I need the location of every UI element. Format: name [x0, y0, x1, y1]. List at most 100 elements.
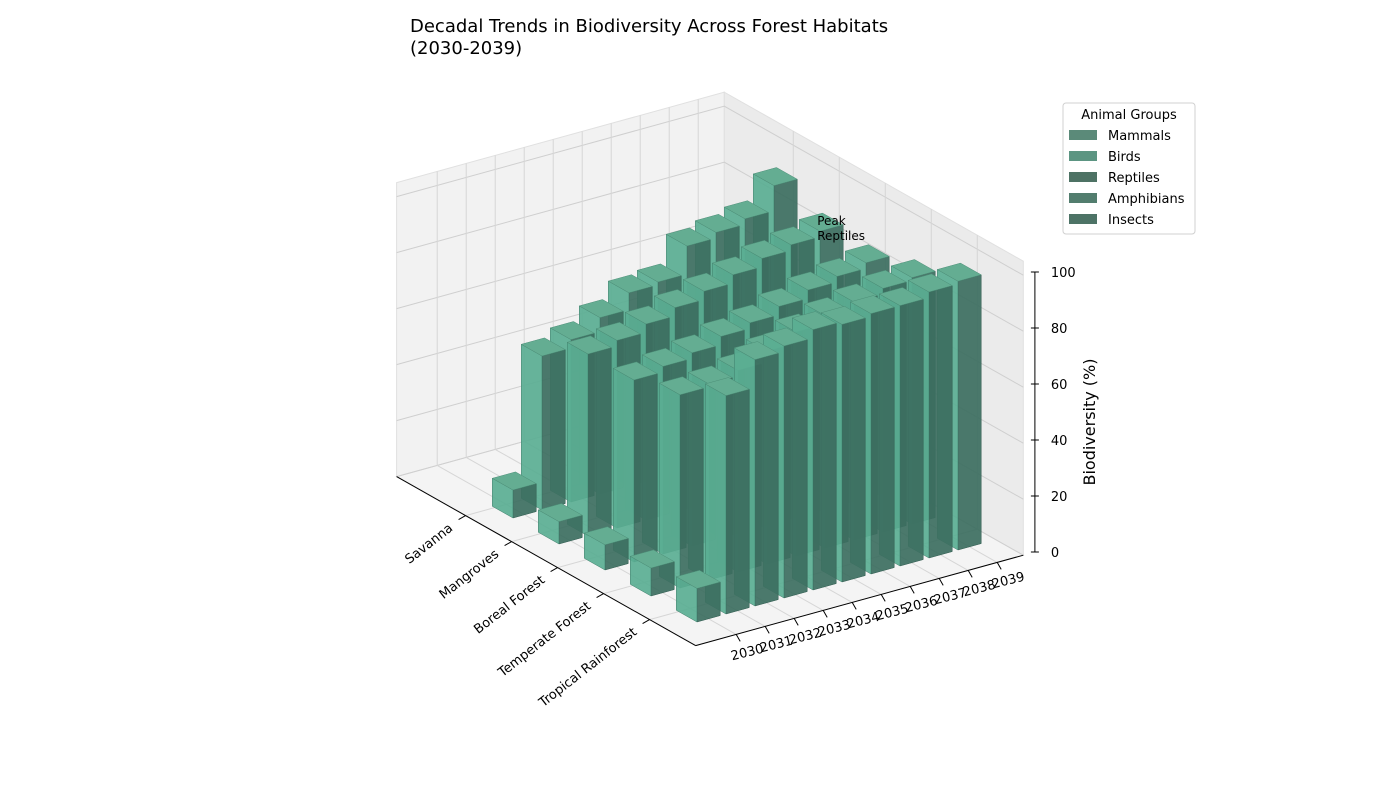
- bar-front-face: [541, 349, 566, 511]
- bar-top-face: [728, 304, 774, 324]
- bar-savanna-2031: [520, 337, 566, 511]
- bar-top-face: [491, 471, 537, 491]
- bar-front-face: [754, 352, 779, 607]
- bar-top-face: [566, 335, 612, 355]
- bar-top-face: [740, 240, 786, 259]
- bar-top-face: [936, 262, 982, 282]
- bar-top-face: [578, 299, 624, 318]
- year-tick: [764, 626, 770, 634]
- bar-front-face: [928, 285, 953, 559]
- bar-top-face: [607, 274, 653, 294]
- bar-top-face: [612, 361, 658, 381]
- habitat-tick-label: Boreal Forest: [471, 573, 548, 637]
- bar-top-face: [641, 348, 687, 367]
- bar-top-face: [520, 337, 566, 357]
- bar-front-face: [633, 373, 658, 563]
- z-tick-label: 100: [1051, 266, 1076, 281]
- year-tick: [996, 562, 1002, 570]
- bar-top-face: [820, 306, 866, 325]
- bar-top-face: [711, 256, 757, 276]
- bar-top-face: [798, 212, 844, 232]
- bar-top-face: [549, 321, 595, 340]
- bar-top-face: [762, 327, 808, 347]
- z-tick-label: 60: [1051, 378, 1068, 393]
- bar-top-face: [861, 270, 907, 289]
- bar-front-face: [870, 306, 895, 575]
- legend-swatch: [1069, 214, 1097, 224]
- z-tick-label: 0: [1051, 546, 1059, 561]
- year-tick: [793, 618, 799, 626]
- annotation-peak-reptiles: Peak Reptiles: [817, 214, 865, 243]
- z-tick-label: 20: [1051, 490, 1068, 505]
- legend-entry-birds: Birds: [1108, 150, 1141, 165]
- year-tick: [851, 602, 857, 610]
- bar-side-face: [567, 341, 589, 537]
- bar-front-face: [812, 322, 837, 591]
- z-tick-label: 40: [1051, 434, 1068, 449]
- legend-swatch: [1069, 130, 1097, 140]
- legend-swatch: [1069, 193, 1097, 203]
- chart-legend: Animal Groups Mammals Birds Reptiles Amphibi…: [1062, 102, 1196, 235]
- bar-top-face: [786, 271, 832, 291]
- year-tick: [822, 610, 828, 618]
- bar-top-face: [682, 272, 728, 292]
- bar-temperate-forest-2030: [629, 549, 675, 597]
- bar-top-face: [733, 341, 779, 360]
- bar-top-face: [791, 311, 837, 330]
- bar-top-face: [694, 214, 740, 233]
- bar-top-face: [653, 289, 699, 308]
- bar-savanna-2030: [491, 471, 537, 519]
- bar-top-face: [815, 258, 861, 277]
- bar-boreal-forest-2030: [583, 526, 629, 571]
- z-gridline: [396, 105, 1024, 276]
- bar-top-face: [769, 226, 815, 246]
- legend-entry-amphibians: Amphibians: [1108, 192, 1185, 207]
- bar-top-face: [844, 244, 890, 264]
- bar-mangroves-2030: [537, 503, 583, 545]
- bar-boreal-forest-2031: [612, 361, 658, 563]
- bar-front-face: [957, 274, 982, 551]
- chart-title-text: Decadal Trends in Biodiversity Across Fo…: [410, 16, 888, 59]
- bar-top-face: [665, 227, 711, 247]
- bar-front-face: [679, 388, 704, 589]
- bar-top-face: [699, 318, 745, 337]
- bar-top-face: [636, 263, 682, 283]
- habitat-tick-label: Mangroves: [437, 547, 502, 603]
- chart-bars: [491, 167, 982, 623]
- bar-top-face: [675, 570, 721, 589]
- year-tick: [909, 586, 915, 594]
- bar-top-face: [849, 295, 895, 314]
- bar-top-face: [670, 334, 716, 354]
- bar-temperate-forest-2031: [658, 376, 704, 589]
- year-tick: [735, 634, 741, 642]
- year-tick: [967, 570, 973, 578]
- bar-front-face: [696, 581, 721, 623]
- bar-front-face: [783, 339, 808, 599]
- habitat-tick: [458, 515, 466, 521]
- bar-top-face: [583, 526, 629, 546]
- bar-top-face: [752, 167, 798, 186]
- legend-entry-reptiles: Reptiles: [1108, 171, 1160, 186]
- legend-title: Animal Groups: [1081, 108, 1177, 123]
- z-axis-label: Biodiversity (%): [1080, 359, 1099, 486]
- bar-top-face: [537, 503, 583, 522]
- bar-front-face: [841, 317, 866, 583]
- bar-top-face: [757, 288, 803, 307]
- legend-swatch: [1069, 151, 1097, 161]
- habitat-tick: [596, 593, 604, 599]
- bar-top-face: [723, 200, 769, 220]
- bar-front-face: [587, 347, 612, 537]
- year-tick: [938, 578, 944, 586]
- bar-front-face: [899, 298, 924, 567]
- habitat-tick: [550, 567, 558, 573]
- bar-top-face: [878, 287, 924, 306]
- habitat-tick: [642, 619, 650, 625]
- bar-top-face: [629, 549, 675, 569]
- z-tick-label: 80: [1051, 322, 1068, 337]
- habitat-tick-label: Savanna: [402, 521, 456, 567]
- bar-top-face: [704, 377, 750, 396]
- bar-tropical-rainforest-2030: [675, 570, 721, 623]
- habitat-tick: [504, 541, 512, 547]
- bar-front-face: [725, 388, 750, 615]
